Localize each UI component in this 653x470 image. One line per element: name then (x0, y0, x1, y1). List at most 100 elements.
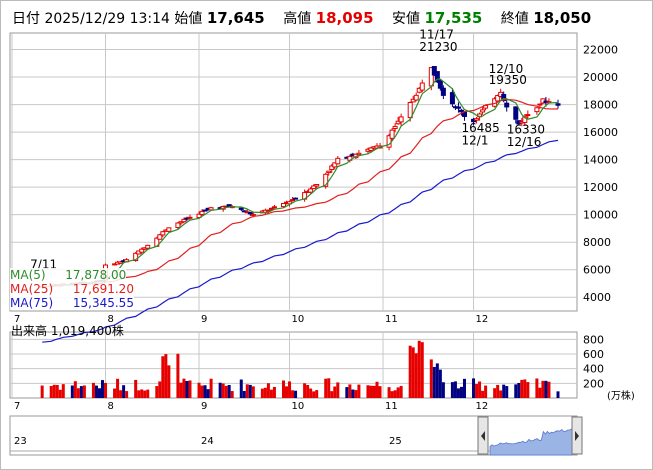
volume-bar (499, 390, 503, 398)
candle-body (534, 107, 540, 113)
high-value: 18,095 (315, 9, 374, 27)
volume-bar (420, 342, 424, 398)
volume-bar (547, 381, 551, 398)
close-label: 終値 (500, 11, 529, 27)
low-value: 17,535 (424, 9, 483, 27)
volume-bar (79, 386, 83, 398)
price-annotation: 12/16 (507, 135, 542, 149)
volume-x-tick-label: 7 (14, 401, 20, 412)
volume-bar (281, 380, 285, 398)
volume-bar (242, 390, 246, 398)
volume-bar (185, 381, 189, 398)
y-tick-label: 4000 (583, 291, 611, 304)
volume-bar (91, 382, 95, 398)
volume-bar (517, 382, 521, 398)
candle-body (314, 183, 320, 187)
volume-bar (164, 354, 168, 398)
ma75-legend-value: 15,345.55 (72, 296, 134, 310)
volume-bar (357, 384, 361, 398)
volume-bar (155, 386, 159, 398)
volume-bar (94, 385, 98, 398)
ma5-legend-label: MA(5) (10, 268, 46, 282)
volume-bar (73, 381, 77, 398)
volume-bar (224, 385, 228, 398)
low-label: 安値 (392, 11, 420, 27)
price-annotation: 16485 (462, 121, 500, 135)
candle-body (413, 94, 419, 101)
candle-body (455, 106, 461, 109)
volume-bar (484, 385, 488, 398)
volume-bar (176, 353, 180, 398)
volume-bar (387, 387, 391, 398)
date-label: 日付 (12, 11, 40, 27)
volume-bar (285, 386, 289, 398)
candle-body (407, 101, 413, 119)
candle-body (389, 129, 395, 139)
volume-bar (116, 378, 120, 398)
volume-bar (122, 385, 126, 398)
volume-bar (399, 385, 403, 398)
candle-body (501, 93, 507, 102)
high-label: 高値 (283, 11, 312, 27)
volume-bar (456, 388, 460, 398)
ma5-line (42, 78, 559, 287)
volume-bar (272, 386, 276, 398)
price-annotation: 12/10 (489, 62, 524, 76)
volume-bar (209, 378, 213, 398)
volume-bar (493, 388, 497, 398)
candle-body (280, 203, 286, 208)
open-label: 始値 (174, 11, 203, 27)
volume-tick-label: 600 (583, 348, 604, 361)
volume-bar (396, 387, 400, 398)
candle-body (293, 197, 299, 200)
y-tick-label: 18000 (583, 99, 618, 112)
volume-bar (330, 391, 334, 398)
ma25-legend-value: 17,691.20 (72, 282, 134, 296)
candle-body (166, 227, 172, 232)
volume-bar (104, 382, 108, 398)
volume-x-tick-label: 10 (292, 401, 305, 412)
volume-bar (411, 347, 415, 398)
volume-bar (417, 340, 421, 398)
volume-bar (266, 383, 270, 398)
candle-body (431, 66, 437, 76)
candle-body (525, 114, 531, 117)
volume-bar (239, 379, 243, 398)
candle-body (323, 173, 329, 187)
y-tick-label: 10000 (583, 209, 618, 222)
price-annotation: 7/11 (30, 257, 57, 271)
volume-bar (55, 384, 59, 398)
volume-value: 1,019,400株 (50, 324, 124, 338)
close-value: 18,050 (533, 9, 592, 27)
candle-body (268, 207, 274, 210)
volume-x-tick-label: 9 (201, 401, 207, 412)
candle-body (368, 147, 374, 152)
candle-body (537, 103, 543, 106)
volume-bar (230, 391, 234, 398)
candle-body (178, 221, 184, 224)
x-tick-label: 7 (14, 314, 20, 325)
candle-body (187, 216, 193, 219)
volume-bar (251, 386, 255, 398)
navigator-arrow-icon (481, 431, 485, 441)
candle-body (139, 248, 145, 253)
volume-bar (306, 385, 310, 398)
volume-bar (49, 385, 53, 398)
volume-bar (441, 382, 445, 398)
volume-bar (294, 390, 298, 398)
volume-bar (333, 386, 337, 398)
candle-body (555, 103, 561, 106)
candle-body (440, 87, 446, 96)
volume-bar (61, 384, 65, 398)
volume-bar (40, 385, 44, 398)
volume-bar (378, 386, 382, 398)
candle-body (208, 207, 214, 211)
candle-body (449, 92, 455, 105)
candle-body (335, 157, 341, 165)
navigator-tick-label: 23 (14, 436, 27, 447)
volume-bar (351, 389, 355, 398)
x-tick-label: 11 (385, 314, 398, 325)
candle-body (145, 244, 151, 249)
ma75-line (42, 139, 559, 343)
